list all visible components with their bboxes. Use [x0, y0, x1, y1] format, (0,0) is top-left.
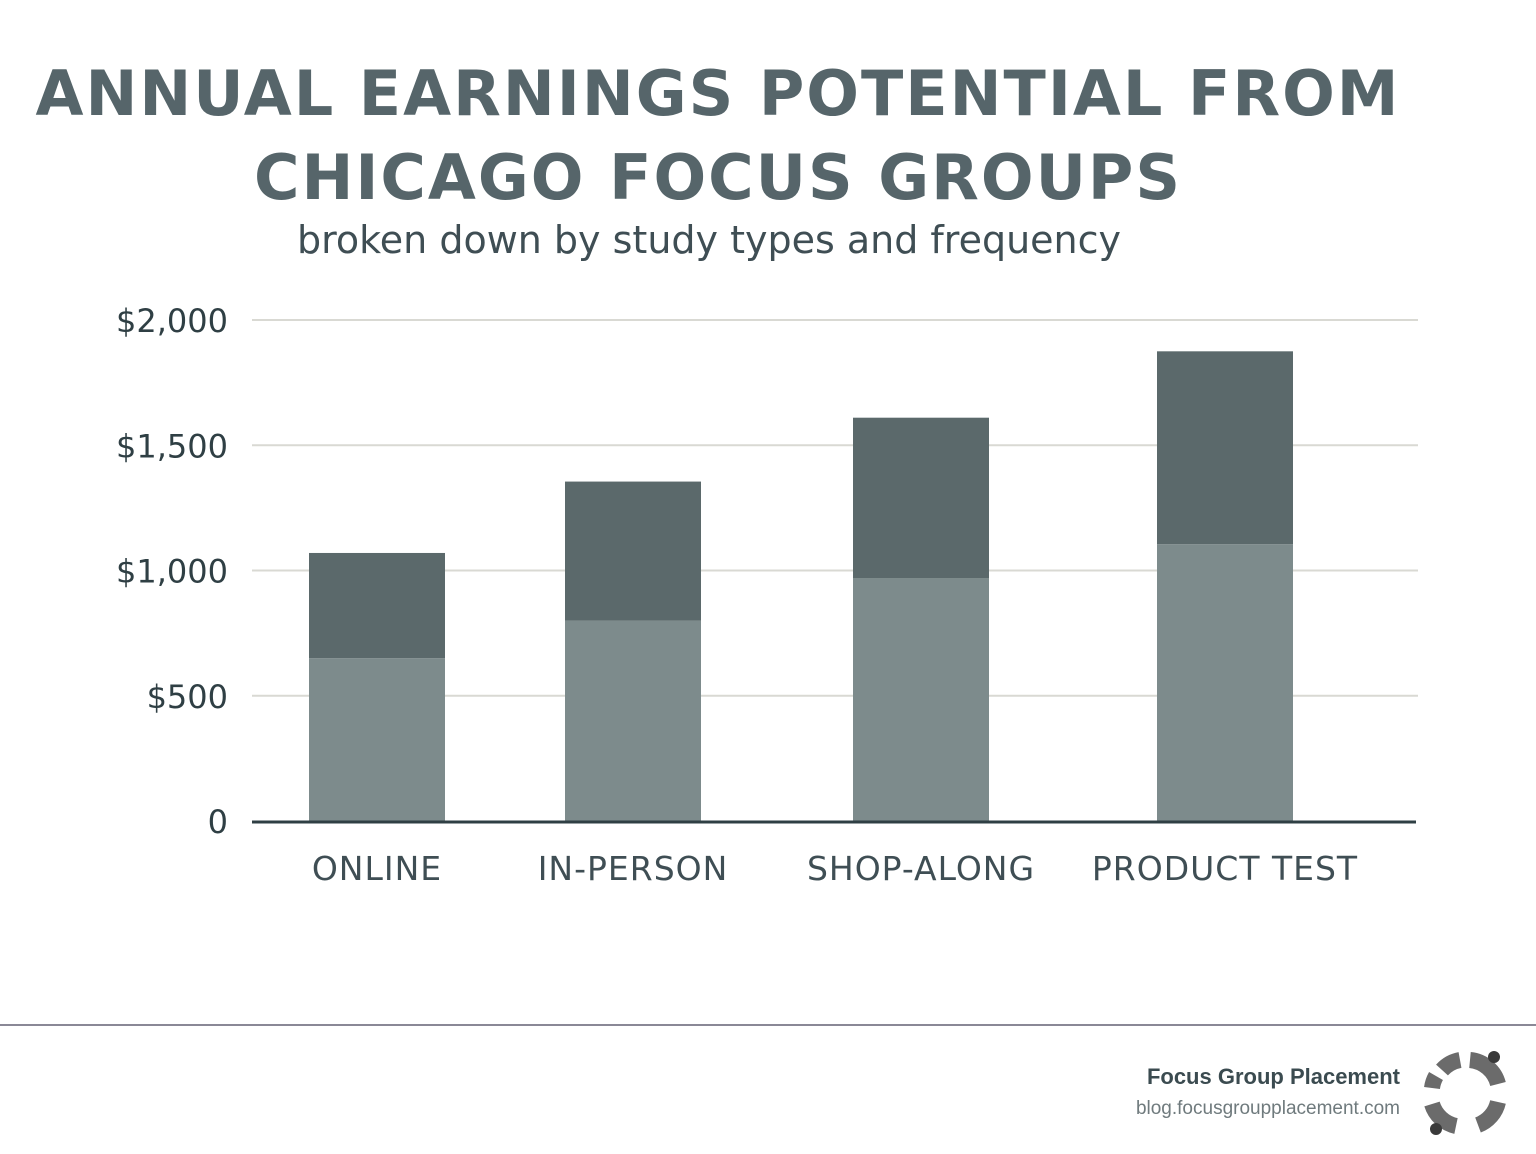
y-tick-label: $1,000	[116, 553, 228, 591]
y-tick-label: 0	[208, 803, 228, 841]
bar-segment	[1157, 351, 1293, 545]
focus-group-placement-logo-icon	[1424, 1051, 1506, 1135]
bar-segment	[853, 578, 989, 821]
x-tick-label: PRODUCT TEST	[1092, 849, 1358, 888]
chart-subtitle: broken down by study types and frequency	[296, 218, 1122, 262]
bar-segment	[565, 481, 701, 621]
bar-segment	[853, 417, 989, 579]
bar-segment	[309, 552, 445, 659]
x-tick-label: IN-PERSON	[538, 849, 729, 888]
brand-name: Focus Group Placement	[1146, 1064, 1400, 1089]
bar-segment	[1157, 544, 1293, 821]
brand-url: blog.focusgroupplacement.com	[1135, 1098, 1400, 1119]
x-tick-label: ONLINE	[312, 849, 442, 888]
x-tick-label: SHOP-ALONG	[807, 849, 1035, 888]
chart-title: ANNUAL EARNINGS POTENTIAL FROM CHICAGO F…	[35, 57, 1401, 214]
bar-chart: 0 $500 $1,000 $1,500 $2,000 ONLINE IN-PERSON SH…	[116, 302, 1418, 888]
bar-segment	[309, 658, 445, 821]
y-tick-label: $1,500	[116, 427, 228, 465]
y-tick-label: $500	[147, 678, 228, 716]
y-tick-label: $2,000	[116, 302, 228, 340]
footer-divider	[0, 1024, 1536, 1026]
bar-segment	[565, 620, 701, 821]
